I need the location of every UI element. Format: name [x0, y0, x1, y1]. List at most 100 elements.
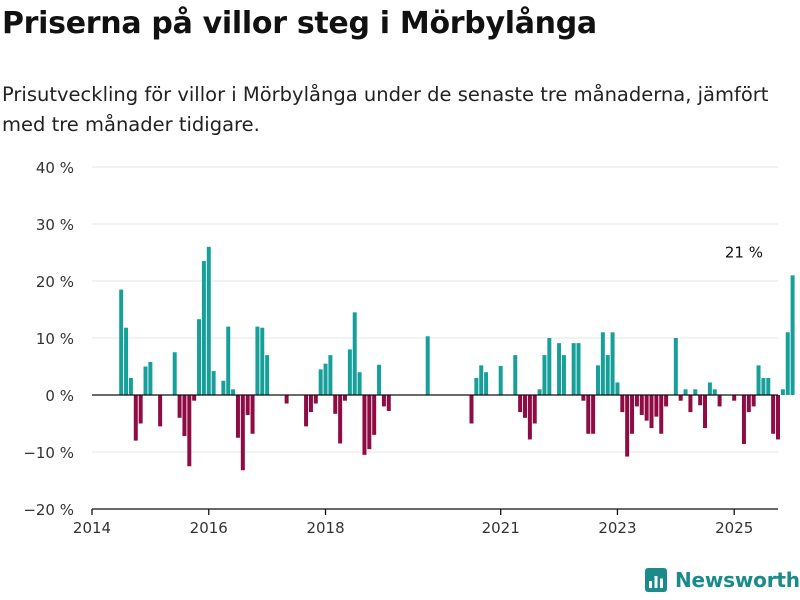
bar [338, 395, 343, 444]
bar [304, 395, 309, 427]
bar [595, 365, 600, 395]
bar [698, 395, 703, 406]
bar [250, 395, 255, 434]
x-tick-label: 2025 [715, 519, 753, 537]
y-tick-label: 20 % [36, 273, 74, 291]
bar [367, 395, 372, 450]
bar [615, 382, 620, 395]
bar [308, 395, 313, 413]
bar [693, 389, 698, 395]
x-tick-label: 2018 [306, 519, 344, 537]
bar [187, 395, 192, 467]
bar [639, 395, 644, 415]
bar [265, 355, 270, 395]
bar [381, 395, 386, 407]
bar [527, 395, 532, 440]
bar [732, 395, 737, 401]
bar [678, 395, 683, 401]
bar [542, 355, 547, 395]
bar [313, 395, 318, 404]
bar [557, 343, 562, 395]
y-tick-label: 30 % [36, 216, 74, 234]
bar [683, 389, 688, 395]
bar [206, 246, 211, 395]
bar [605, 355, 610, 395]
x-tick-label: 2016 [190, 519, 228, 537]
bar [197, 319, 202, 395]
bar [124, 327, 129, 395]
brand-name: Newsworthy [675, 568, 800, 592]
x-tick-label: 2021 [482, 519, 520, 537]
bar [372, 395, 377, 435]
bar [328, 355, 333, 395]
bar [518, 395, 523, 413]
bar [576, 343, 581, 395]
brand-logo: Newsworthy [645, 568, 800, 592]
bar [235, 395, 240, 438]
y-tick-label: 10 % [36, 330, 74, 348]
last-value-label: 21 % [725, 243, 763, 261]
bar [771, 395, 776, 434]
bar [231, 389, 236, 395]
bar [172, 352, 177, 395]
bar [649, 395, 654, 429]
bar [333, 395, 338, 414]
bar [498, 365, 503, 395]
bar [143, 366, 148, 395]
bars [119, 246, 795, 471]
x-tick-label: 2023 [598, 519, 636, 537]
bar [425, 336, 430, 395]
bar [785, 332, 790, 395]
bar [659, 395, 664, 434]
bar [211, 371, 216, 395]
bar [630, 395, 635, 434]
bar [625, 395, 630, 457]
bar [712, 389, 717, 395]
bar [192, 395, 197, 401]
bar [284, 395, 289, 404]
y-tick-label: −10 % [23, 444, 74, 462]
bar [654, 395, 659, 417]
bar [532, 395, 537, 424]
bar [138, 395, 143, 424]
bar [119, 289, 124, 395]
bar [484, 372, 489, 395]
bar [352, 312, 357, 395]
bar [177, 395, 182, 418]
bar [644, 395, 649, 421]
bar [688, 395, 693, 413]
bar [664, 395, 669, 407]
bar [245, 395, 250, 415]
bar [751, 395, 756, 407]
bar [377, 364, 382, 395]
bar [746, 395, 751, 413]
y-tick-label: 40 % [36, 159, 74, 177]
bar [347, 349, 352, 395]
bar [703, 395, 708, 429]
bar [523, 395, 528, 418]
x-tick-label: 2014 [73, 519, 111, 537]
bar [561, 355, 566, 395]
newsworthy-logo-icon [645, 568, 667, 592]
bar [240, 395, 245, 471]
chart-subtitle: Prisutveckling för villor i Mörbylånga u… [2, 83, 769, 136]
bar [513, 355, 518, 395]
axes [91, 394, 778, 515]
bar [357, 372, 362, 395]
bar [741, 395, 746, 445]
bar [128, 377, 133, 395]
bar [620, 395, 625, 413]
labels: −20 % −10 % 0 % 10 % 20 % 30 % 40 % 2014 2016 201… [23, 159, 763, 537]
bar [362, 395, 367, 455]
bar [342, 395, 347, 401]
bar [221, 380, 226, 395]
bar [318, 369, 323, 395]
bar [761, 377, 766, 395]
bar [634, 395, 639, 407]
y-tick-label: 0 % [45, 387, 74, 405]
bar [780, 389, 785, 395]
bar [581, 395, 586, 401]
bar [547, 338, 552, 395]
bar [479, 365, 484, 395]
